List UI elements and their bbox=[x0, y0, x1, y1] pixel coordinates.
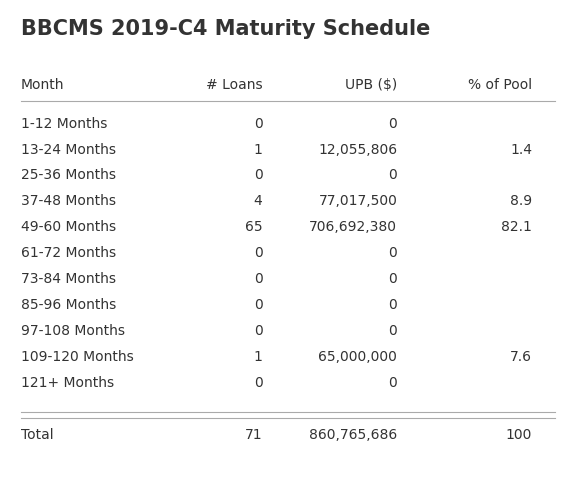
Text: 77,017,500: 77,017,500 bbox=[319, 194, 397, 208]
Text: 0: 0 bbox=[389, 246, 397, 260]
Text: 0: 0 bbox=[254, 324, 263, 338]
Text: 12,055,806: 12,055,806 bbox=[318, 143, 397, 156]
Text: 706,692,380: 706,692,380 bbox=[310, 220, 397, 234]
Text: 71: 71 bbox=[245, 428, 263, 442]
Text: 1-12 Months: 1-12 Months bbox=[21, 117, 107, 131]
Text: 0: 0 bbox=[254, 298, 263, 312]
Text: 65: 65 bbox=[245, 220, 263, 234]
Text: 0: 0 bbox=[254, 169, 263, 183]
Text: # Loans: # Loans bbox=[206, 78, 263, 93]
Text: 109-120 Months: 109-120 Months bbox=[21, 350, 134, 364]
Text: 61-72 Months: 61-72 Months bbox=[21, 246, 116, 260]
Text: 85-96 Months: 85-96 Months bbox=[21, 298, 116, 312]
Text: 1: 1 bbox=[254, 143, 263, 156]
Text: 13-24 Months: 13-24 Months bbox=[21, 143, 116, 156]
Text: 0: 0 bbox=[389, 169, 397, 183]
Text: 97-108 Months: 97-108 Months bbox=[21, 324, 125, 338]
Text: 25-36 Months: 25-36 Months bbox=[21, 169, 116, 183]
Text: 65,000,000: 65,000,000 bbox=[319, 350, 397, 364]
Text: % of Pool: % of Pool bbox=[468, 78, 532, 93]
Text: 49-60 Months: 49-60 Months bbox=[21, 220, 116, 234]
Text: 0: 0 bbox=[389, 298, 397, 312]
Text: 0: 0 bbox=[254, 246, 263, 260]
Text: Total: Total bbox=[21, 428, 54, 442]
Text: 0: 0 bbox=[389, 272, 397, 286]
Text: 100: 100 bbox=[506, 428, 532, 442]
Text: 37-48 Months: 37-48 Months bbox=[21, 194, 116, 208]
Text: 0: 0 bbox=[254, 117, 263, 131]
Text: 73-84 Months: 73-84 Months bbox=[21, 272, 116, 286]
Text: UPB ($): UPB ($) bbox=[345, 78, 397, 93]
Text: 860,765,686: 860,765,686 bbox=[309, 428, 397, 442]
Text: 7.6: 7.6 bbox=[510, 350, 532, 364]
Text: 1: 1 bbox=[254, 350, 263, 364]
Text: 0: 0 bbox=[389, 117, 397, 131]
Text: 1.4: 1.4 bbox=[510, 143, 532, 156]
Text: 82.1: 82.1 bbox=[501, 220, 532, 234]
Text: 0: 0 bbox=[254, 272, 263, 286]
Text: Month: Month bbox=[21, 78, 64, 93]
Text: 0: 0 bbox=[389, 375, 397, 390]
Text: 0: 0 bbox=[254, 375, 263, 390]
Text: 8.9: 8.9 bbox=[510, 194, 532, 208]
Text: 4: 4 bbox=[254, 194, 263, 208]
Text: BBCMS 2019-C4 Maturity Schedule: BBCMS 2019-C4 Maturity Schedule bbox=[21, 19, 430, 38]
Text: 0: 0 bbox=[389, 324, 397, 338]
Text: 121+ Months: 121+ Months bbox=[21, 375, 114, 390]
